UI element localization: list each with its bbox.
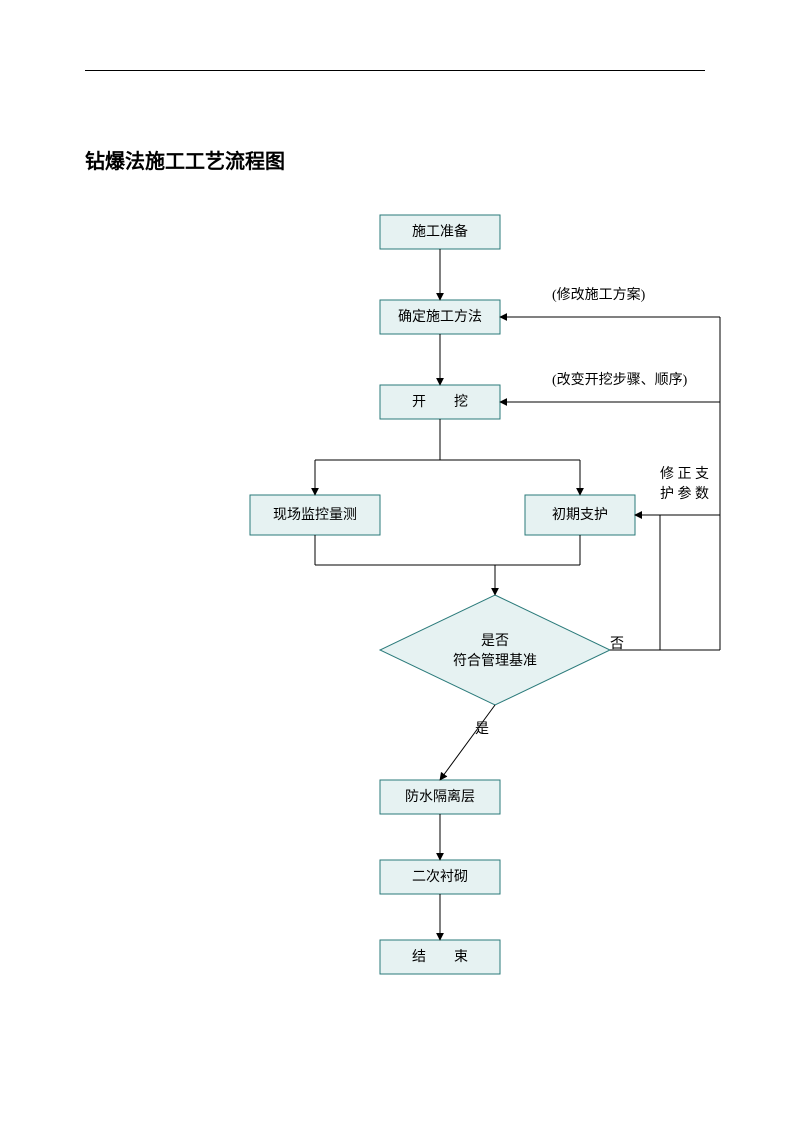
flow-node-label-n7: 二次衬砌 xyxy=(412,869,468,885)
annotation-a_change_step: (改变开挖步骤、顺序) xyxy=(552,372,688,388)
flow-decision-label2-d1: 符合管理基准 xyxy=(453,652,537,669)
flow-node-label-n2: 确定施工方法 xyxy=(398,309,482,325)
flow-node-label-n6: 防水隔离层 xyxy=(405,788,475,805)
flow-edge-e6 xyxy=(440,705,495,780)
annotation-a_yes: 是 xyxy=(475,722,489,737)
flow-node-label-n3: 开 挖 xyxy=(412,394,468,410)
annotation-a_no: 否 xyxy=(610,637,624,652)
annotation-a_correct_sup2: 护 参 数 xyxy=(660,485,709,502)
flow-node-label-n5: 初期支护 xyxy=(552,506,608,523)
flow-decision-d1 xyxy=(380,595,610,705)
flow-node-label-n1: 施工准备 xyxy=(412,223,468,240)
annotation-a_correct_sup1: 修 正 支 xyxy=(660,466,709,482)
flowchart-canvas: 施工准备确定施工方法开 挖现场监控量测初期支护是否符合管理基准防水隔离层二次衬砌… xyxy=(0,0,793,1122)
flow-node-label-n8: 结 束 xyxy=(412,949,468,965)
annotation-a_modify_plan: (修改施工方案) xyxy=(552,286,646,303)
flow-node-label-n4: 现场监控量测 xyxy=(273,507,357,523)
flow-decision-label1-d1: 是否 xyxy=(481,634,509,649)
